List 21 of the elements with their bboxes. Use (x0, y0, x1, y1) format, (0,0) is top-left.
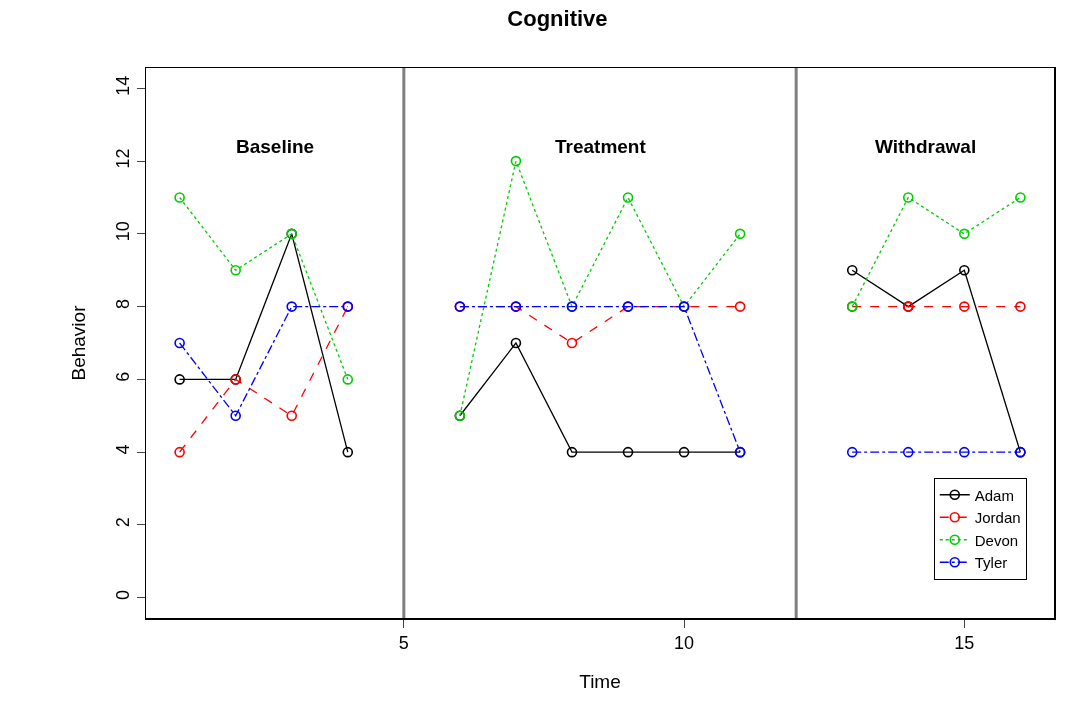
legend-label: Devon (974, 531, 1019, 549)
legend-label: Adam (974, 486, 1014, 504)
chart-title: Cognitive (507, 6, 608, 32)
x-tick-label: 10 (674, 633, 695, 654)
legend-label: Jordan (974, 509, 1021, 527)
legend-label: Tyler (974, 554, 1008, 572)
annotation: Treatment (555, 136, 647, 157)
x-axis-title: Time (579, 670, 621, 692)
annotation: Baseline (236, 136, 315, 157)
y-tick-label: 2 (113, 517, 134, 528)
y-axis-title: Behavior (68, 304, 90, 381)
annotation: Withdrawal (875, 136, 977, 157)
x-tick-label: 15 (954, 633, 975, 654)
y-tick-label: 6 (113, 371, 134, 382)
y-tick-label: 14 (113, 75, 134, 96)
y-tick-label: 0 (113, 589, 134, 600)
x-tick-label: 5 (398, 633, 409, 654)
y-tick-label: 8 (113, 298, 134, 309)
y-tick-label: 12 (113, 148, 134, 169)
y-tick-label: 10 (113, 221, 134, 242)
y-tick-label: 4 (113, 444, 134, 455)
